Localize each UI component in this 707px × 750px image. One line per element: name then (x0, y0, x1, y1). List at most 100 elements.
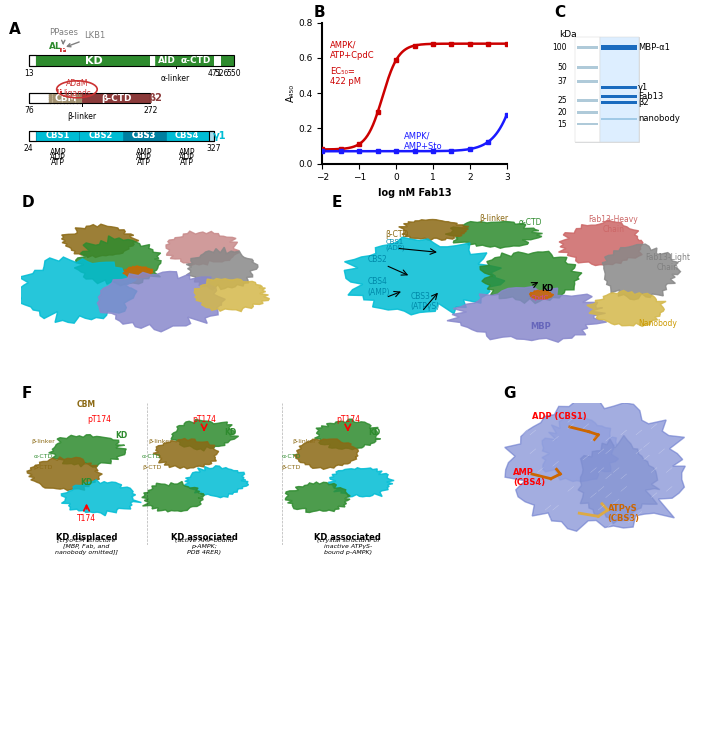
Y-axis label: A₄₅₀: A₄₅₀ (286, 84, 296, 102)
Text: ADP: ADP (180, 153, 195, 162)
Bar (29, 130, 36, 141)
Text: 13: 13 (24, 68, 34, 77)
Bar (221, 56, 234, 66)
Bar (122, 130, 165, 141)
Polygon shape (16, 257, 138, 323)
Text: 76: 76 (24, 106, 34, 116)
Text: KD: KD (224, 427, 236, 436)
Bar (601, 95, 637, 98)
Polygon shape (315, 419, 380, 449)
Text: pT174: pT174 (88, 416, 112, 424)
Text: γ1: γ1 (638, 83, 648, 92)
Polygon shape (530, 290, 554, 299)
Text: ADP (CBS1): ADP (CBS1) (532, 412, 587, 421)
Text: AMP: AMP (49, 148, 66, 157)
Text: CBS1: CBS1 (46, 131, 70, 140)
Text: β-linker: β-linker (293, 439, 316, 444)
Polygon shape (480, 251, 582, 304)
Text: β-linker: β-linker (148, 439, 173, 444)
Bar (577, 99, 597, 101)
Text: 50: 50 (557, 63, 567, 72)
Polygon shape (578, 436, 660, 524)
Polygon shape (74, 236, 161, 286)
Text: [cryo-EM structure
[MBP, Fab, and
nanobody omitted]]: [cryo-EM structure [MBP, Fab, and nanobo… (55, 538, 118, 555)
Text: CBS4
(AMP): CBS4 (AMP) (368, 278, 390, 297)
Text: β-CTD: β-CTD (101, 94, 132, 103)
Text: MBP-α1: MBP-α1 (638, 44, 670, 52)
Text: 550: 550 (227, 68, 241, 77)
Polygon shape (445, 221, 542, 248)
Bar (577, 123, 597, 125)
Bar (601, 118, 637, 120)
Polygon shape (194, 278, 269, 311)
Text: α-CTD: α-CTD (518, 218, 542, 227)
Bar (575, 37, 600, 142)
Text: (ADP): (ADP) (385, 244, 405, 251)
Polygon shape (329, 468, 394, 497)
Text: KD: KD (81, 478, 93, 487)
Bar (29, 93, 49, 104)
Text: LKB1: LKB1 (67, 32, 106, 46)
Polygon shape (542, 416, 619, 482)
Bar (29, 130, 214, 141)
Text: KD associated: KD associated (170, 532, 238, 542)
Text: β-CTD: β-CTD (385, 230, 409, 239)
Text: β-linker: β-linker (479, 214, 508, 223)
Text: 272: 272 (144, 106, 158, 116)
Text: CpdC: CpdC (530, 296, 549, 302)
Text: ATP: ATP (180, 158, 194, 167)
Text: CBM: CBM (54, 94, 77, 103)
Polygon shape (447, 286, 607, 342)
Bar (601, 101, 637, 104)
Bar (29, 56, 234, 66)
Text: B: B (313, 4, 325, 20)
Bar (575, 37, 639, 142)
Text: 20: 20 (558, 108, 567, 117)
Text: G: G (503, 386, 516, 400)
Text: β-CTD: β-CTD (142, 465, 161, 470)
Bar (209, 130, 214, 141)
Text: 327: 327 (206, 144, 221, 153)
Text: γ1: γ1 (214, 130, 227, 141)
Polygon shape (587, 290, 666, 326)
Text: α-linker: α-linker (161, 74, 190, 83)
Text: CBM: CBM (77, 400, 96, 409)
Bar (601, 46, 637, 50)
Text: (active AMP-bound
p-AMPK;
PDB 4RER): (active AMP-bound p-AMPK; PDB 4RER) (175, 538, 233, 555)
Bar (122, 130, 165, 141)
Polygon shape (62, 224, 139, 257)
Text: 15: 15 (558, 119, 567, 128)
Text: KD displaced: KD displaced (56, 532, 117, 542)
Bar (577, 80, 597, 83)
Text: α1: α1 (221, 56, 235, 65)
Polygon shape (153, 439, 218, 469)
Text: F: F (21, 386, 32, 400)
Text: KD: KD (541, 284, 554, 292)
Text: AMP: AMP (136, 148, 152, 157)
Bar (36, 130, 209, 141)
Polygon shape (286, 482, 350, 512)
Text: 526: 526 (214, 68, 228, 77)
Text: β2: β2 (638, 98, 649, 107)
Text: kDa: kDa (559, 29, 576, 38)
Text: EC₅₀=
422 pM: EC₅₀= 422 pM (330, 67, 361, 86)
Bar (36, 130, 79, 141)
Text: β-linker: β-linker (31, 439, 55, 444)
Bar (215, 56, 221, 66)
Text: Fab13-Heavy
Chain: Fab13-Heavy Chain (588, 214, 638, 234)
Bar (57, 89, 62, 93)
Text: ADP: ADP (50, 153, 66, 162)
Bar (29, 56, 36, 66)
Text: KD: KD (85, 56, 103, 65)
Text: P: P (60, 46, 66, 55)
Text: ATP: ATP (137, 158, 151, 167)
Text: AL: AL (49, 42, 62, 51)
Text: D: D (21, 195, 34, 210)
Text: nanobody: nanobody (638, 114, 680, 123)
Polygon shape (185, 466, 249, 498)
Text: CBS2: CBS2 (368, 255, 387, 264)
Text: β-CTD: β-CTD (281, 465, 301, 470)
Text: pT174: pT174 (192, 416, 216, 424)
Polygon shape (559, 220, 643, 266)
Text: Nanobody: Nanobody (638, 319, 677, 328)
